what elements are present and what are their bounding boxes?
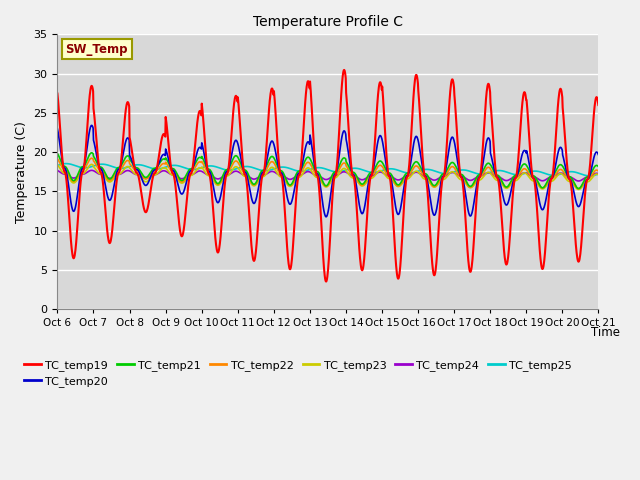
TC_temp22 bbox=[174, 175, 182, 181]
TC_temp19 bbox=[54, 91, 61, 96]
TC_temp21 bbox=[483, 161, 491, 167]
TC_temp23 bbox=[531, 178, 538, 184]
TC_temp25 bbox=[586, 173, 593, 179]
Line: TC_temp23: TC_temp23 bbox=[58, 165, 598, 190]
Legend: TC_temp19, TC_temp20, TC_temp21, TC_temp22, TC_temp23, TC_temp24, TC_temp25: TC_temp19, TC_temp20, TC_temp21, TC_temp… bbox=[20, 355, 577, 392]
Y-axis label: Temperature (C): Temperature (C) bbox=[15, 121, 28, 223]
TC_temp23 bbox=[412, 168, 420, 174]
TC_temp24 bbox=[531, 174, 538, 180]
TC_temp20 bbox=[161, 152, 169, 158]
TC_temp19 bbox=[595, 102, 602, 108]
TC_temp21 bbox=[531, 173, 538, 179]
TC_temp21 bbox=[161, 156, 169, 162]
X-axis label: Time: Time bbox=[591, 325, 620, 338]
TC_temp22 bbox=[595, 168, 602, 174]
TC_temp21 bbox=[235, 156, 243, 161]
TC_temp24 bbox=[88, 168, 95, 173]
TC_temp20 bbox=[88, 122, 95, 128]
TC_temp22 bbox=[235, 160, 243, 166]
TC_temp19 bbox=[161, 132, 168, 138]
TC_temp23 bbox=[88, 162, 95, 168]
TC_temp24 bbox=[161, 168, 169, 174]
TC_temp21 bbox=[88, 150, 95, 156]
TC_temp23 bbox=[483, 170, 491, 176]
TC_temp20 bbox=[413, 133, 420, 139]
Line: TC_temp20: TC_temp20 bbox=[58, 125, 598, 217]
TC_temp23 bbox=[161, 165, 169, 171]
TC_temp19 bbox=[483, 85, 491, 91]
TC_temp19 bbox=[340, 67, 348, 73]
TC_temp20 bbox=[54, 126, 61, 132]
TC_temp25 bbox=[54, 163, 61, 168]
TC_temp24 bbox=[575, 178, 582, 184]
TC_temp25 bbox=[161, 165, 169, 170]
Text: SW_Temp: SW_Temp bbox=[65, 43, 128, 56]
TC_temp21 bbox=[575, 186, 582, 192]
Line: TC_temp21: TC_temp21 bbox=[58, 153, 598, 189]
Line: TC_temp25: TC_temp25 bbox=[58, 164, 598, 176]
TC_temp24 bbox=[235, 169, 243, 175]
TC_temp21 bbox=[595, 164, 602, 169]
TC_temp24 bbox=[174, 174, 182, 180]
TC_temp22 bbox=[88, 156, 95, 161]
TC_temp23 bbox=[575, 187, 582, 192]
TC_temp20 bbox=[483, 137, 491, 143]
TC_temp22 bbox=[575, 186, 582, 192]
TC_temp21 bbox=[174, 173, 182, 179]
TC_temp20 bbox=[595, 152, 602, 157]
TC_temp23 bbox=[595, 172, 602, 178]
TC_temp25 bbox=[174, 163, 182, 168]
TC_temp19 bbox=[531, 181, 539, 187]
TC_temp19 bbox=[234, 98, 242, 104]
TC_temp24 bbox=[412, 169, 420, 175]
TC_temp22 bbox=[412, 163, 420, 169]
TC_temp24 bbox=[595, 171, 602, 177]
TC_temp22 bbox=[54, 156, 61, 162]
TC_temp25 bbox=[531, 168, 538, 174]
TC_temp25 bbox=[235, 165, 243, 171]
TC_temp22 bbox=[483, 165, 491, 171]
Line: TC_temp24: TC_temp24 bbox=[58, 170, 598, 181]
TC_temp20 bbox=[323, 214, 330, 220]
TC_temp22 bbox=[531, 176, 538, 181]
TC_temp20 bbox=[235, 144, 243, 150]
TC_temp24 bbox=[54, 168, 61, 173]
TC_temp23 bbox=[174, 177, 182, 183]
TC_temp20 bbox=[174, 182, 182, 188]
TC_temp19 bbox=[323, 279, 330, 285]
TC_temp19 bbox=[413, 72, 420, 78]
TC_temp25 bbox=[595, 171, 602, 177]
TC_temp25 bbox=[483, 170, 491, 176]
TC_temp19 bbox=[174, 206, 182, 212]
TC_temp22 bbox=[161, 161, 169, 167]
Line: TC_temp19: TC_temp19 bbox=[58, 70, 598, 282]
TC_temp25 bbox=[62, 161, 70, 167]
TC_temp21 bbox=[54, 151, 61, 156]
Title: Temperature Profile C: Temperature Profile C bbox=[253, 15, 403, 29]
TC_temp20 bbox=[531, 177, 539, 183]
TC_temp23 bbox=[54, 162, 61, 168]
TC_temp25 bbox=[412, 169, 420, 175]
TC_temp24 bbox=[483, 170, 491, 176]
TC_temp21 bbox=[412, 159, 420, 165]
Line: TC_temp22: TC_temp22 bbox=[58, 158, 598, 189]
TC_temp23 bbox=[235, 166, 243, 171]
